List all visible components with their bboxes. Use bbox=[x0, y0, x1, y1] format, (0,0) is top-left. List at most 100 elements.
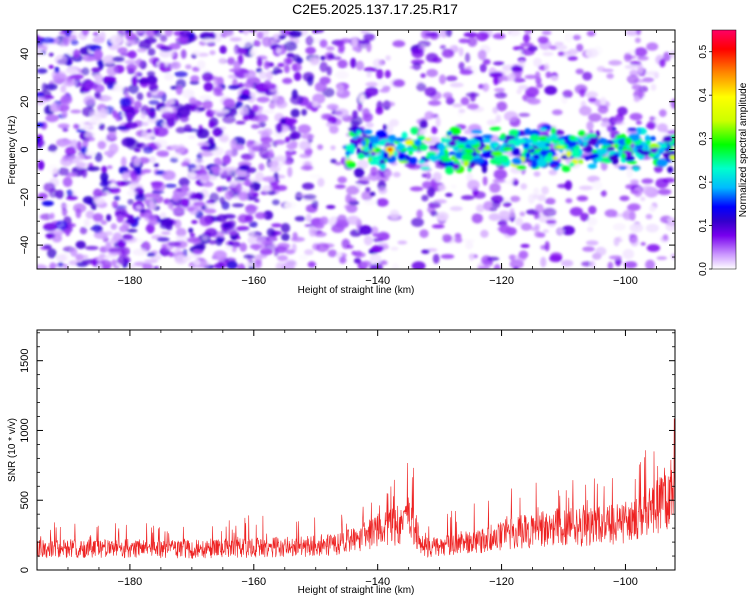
spectral-blob bbox=[665, 221, 675, 232]
colorbar-tick-label: 0.4 bbox=[698, 88, 709, 102]
spectral-blob bbox=[363, 200, 377, 206]
spectral-blob bbox=[256, 31, 264, 40]
spectral-blob bbox=[243, 30, 249, 36]
spectral-blob bbox=[544, 241, 550, 252]
spectral-blob bbox=[188, 135, 196, 140]
spectral-blob bbox=[70, 39, 79, 46]
spectral-blob bbox=[199, 95, 212, 101]
spectral-blob bbox=[84, 81, 99, 90]
spectral-blob bbox=[349, 120, 360, 128]
spectral-blob bbox=[327, 53, 335, 60]
spectral-blob bbox=[160, 212, 167, 219]
spectral-blob bbox=[493, 263, 501, 269]
spectral-blob bbox=[125, 32, 137, 41]
spectral-blob bbox=[37, 68, 48, 74]
spectral-blob bbox=[436, 211, 449, 222]
spectral-blob bbox=[580, 212, 590, 222]
spectral-blob bbox=[518, 84, 529, 90]
spectral-blob bbox=[567, 48, 579, 56]
spectral-blob bbox=[523, 34, 530, 43]
spectral-blob bbox=[284, 160, 293, 165]
spectral-blob bbox=[662, 234, 669, 241]
y-tick-label: 40 bbox=[19, 48, 31, 60]
spectral-blob bbox=[433, 237, 445, 243]
spectral-blob bbox=[588, 113, 602, 122]
spectral-blob bbox=[562, 90, 573, 98]
spectral-blob bbox=[103, 80, 117, 86]
spectral-blob bbox=[191, 220, 198, 224]
spectral-blob bbox=[271, 94, 278, 104]
spectral-blob bbox=[202, 235, 209, 241]
spectral-blob bbox=[462, 238, 476, 243]
spectral-blob bbox=[540, 256, 547, 268]
spectral-blob bbox=[213, 263, 226, 269]
x-tick-label: −180 bbox=[118, 576, 143, 588]
spectral-blob bbox=[369, 263, 383, 269]
spectral-blob bbox=[280, 118, 287, 124]
spectral-blob bbox=[134, 100, 142, 109]
spectral-blob bbox=[635, 120, 642, 125]
spectral-blob bbox=[125, 137, 136, 145]
spectral-blob bbox=[225, 166, 238, 171]
spectral-blob bbox=[352, 110, 358, 119]
spectral-blob bbox=[94, 91, 101, 99]
spectral-blob bbox=[153, 266, 160, 269]
spectral-blob bbox=[170, 151, 182, 159]
spectral-blob bbox=[424, 87, 437, 97]
spectral-blob bbox=[458, 108, 466, 114]
spectral-blob bbox=[411, 261, 426, 269]
spectral-blob bbox=[65, 195, 78, 201]
spectral-blob bbox=[70, 109, 82, 114]
spectral-blob bbox=[646, 42, 659, 51]
spectral-blob bbox=[286, 57, 292, 64]
spectral-blob bbox=[121, 234, 134, 240]
spectral-blob bbox=[170, 207, 185, 212]
spectral-blob bbox=[658, 109, 667, 117]
spectral-blob bbox=[595, 130, 601, 138]
spectral-blob bbox=[41, 37, 55, 44]
x-tick-label: −140 bbox=[365, 275, 390, 287]
spectral-blob bbox=[54, 66, 60, 74]
spectral-blob bbox=[250, 124, 261, 129]
spectral-blob bbox=[242, 114, 250, 121]
spectral-blob bbox=[290, 94, 304, 105]
spectral-blob bbox=[414, 139, 422, 147]
spectral-blob bbox=[448, 140, 457, 147]
spectral-blob bbox=[330, 158, 337, 164]
spectral-blob bbox=[164, 73, 174, 81]
spectral-blob bbox=[259, 121, 266, 128]
spectral-peak bbox=[387, 147, 393, 152]
spectral-blob bbox=[640, 242, 646, 246]
spectral-blob bbox=[622, 209, 634, 221]
spectral-blob bbox=[299, 140, 312, 151]
spectral-blob bbox=[107, 165, 113, 170]
spectral-blob bbox=[335, 108, 349, 118]
spectral-blob bbox=[450, 184, 457, 189]
spectral-blob bbox=[182, 89, 195, 99]
spectral-blob bbox=[112, 110, 118, 119]
spectral-blob bbox=[272, 199, 280, 206]
spectral-blob bbox=[75, 161, 86, 169]
spectral-blob bbox=[236, 183, 243, 193]
spectral-blob bbox=[202, 99, 213, 110]
spectral-blob bbox=[369, 135, 380, 144]
spectral-blob bbox=[650, 146, 658, 154]
spectral-blob bbox=[304, 249, 314, 256]
spectral-blob bbox=[235, 170, 248, 176]
spectral-blob bbox=[227, 57, 236, 65]
spectral-blob bbox=[168, 43, 181, 50]
spectral-blob bbox=[149, 199, 155, 210]
spectral-blob bbox=[533, 171, 541, 177]
spectral-blob bbox=[601, 117, 611, 123]
spectral-blob bbox=[550, 127, 557, 135]
spectral-blob bbox=[148, 81, 158, 92]
spectral-blob bbox=[610, 211, 618, 217]
spectral-blob bbox=[439, 74, 446, 85]
spectral-blob bbox=[219, 196, 226, 205]
spectral-blob bbox=[199, 216, 213, 227]
spectral-blob bbox=[508, 30, 521, 41]
spectral-blob bbox=[447, 131, 453, 136]
spectral-blob bbox=[525, 86, 539, 97]
spectral-blob bbox=[346, 185, 360, 195]
spectral-blob bbox=[302, 182, 315, 190]
